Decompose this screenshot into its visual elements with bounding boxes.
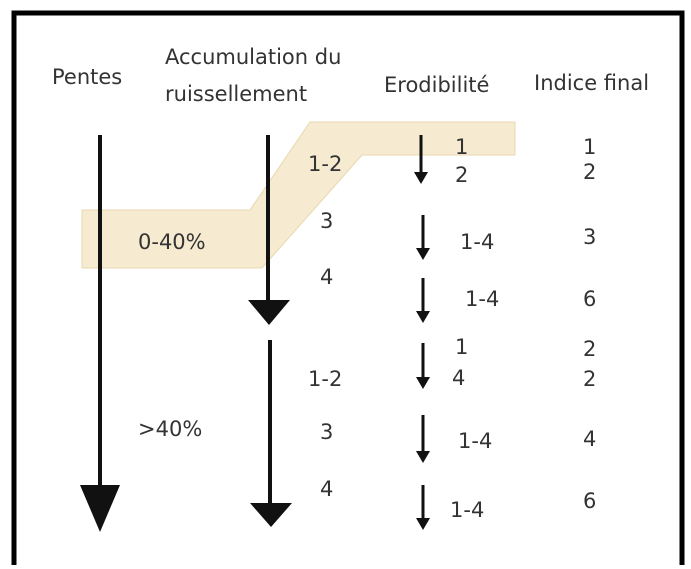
final-index: 2: [583, 337, 596, 361]
erodibility: 1: [455, 135, 468, 159]
small-arrows: [414, 135, 430, 530]
erodibility: 4: [452, 366, 465, 390]
erodibility: 1-4: [450, 498, 484, 522]
final-index: 4: [583, 427, 596, 451]
header: Pentes: [52, 65, 122, 89]
final-index: 1: [583, 135, 596, 159]
erodibility: 1: [455, 335, 468, 359]
arrow-head: [248, 300, 290, 325]
header: Indice final: [534, 71, 649, 95]
final-index: 2: [583, 367, 596, 391]
final-index: 3: [583, 225, 596, 249]
erodibility: 1-4: [465, 287, 499, 311]
arrow-head: [250, 503, 292, 527]
accumulation: 3: [320, 420, 333, 444]
erodibility: 2: [455, 163, 468, 187]
header: Accumulation du: [165, 45, 341, 69]
slope-label: >40%: [138, 417, 202, 441]
header: ruissellement: [165, 82, 307, 106]
accumulation: 1-2: [308, 367, 342, 391]
erodibility: 1-4: [458, 429, 492, 453]
slope-label: 0-40%: [138, 230, 206, 254]
arrow-head: [80, 485, 120, 532]
erodibility: 1-4: [460, 230, 494, 254]
frame: [11, 10, 685, 569]
accumulation: 4: [320, 265, 333, 289]
final-index: 2: [583, 160, 596, 184]
final-index: 6: [583, 489, 596, 513]
accumulation: 4: [320, 477, 333, 501]
accumulation: 1-2: [308, 152, 342, 176]
header: Erodibilité: [384, 73, 489, 97]
accumulation: 3: [320, 209, 333, 233]
final-index: 6: [583, 287, 596, 311]
